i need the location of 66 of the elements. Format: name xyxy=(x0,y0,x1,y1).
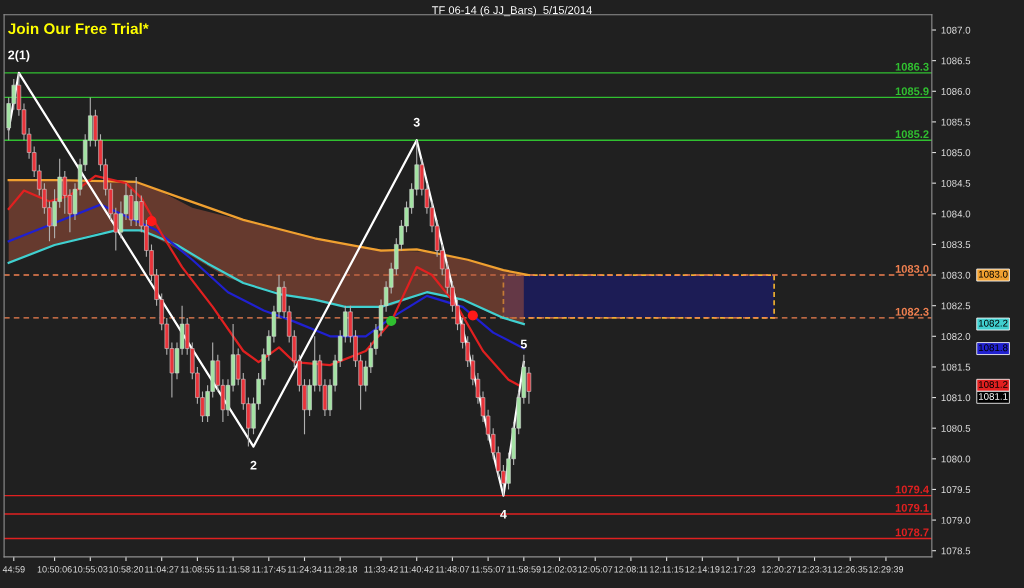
annotation: 3 xyxy=(413,117,420,127)
x-tick-label: 11:11:58 xyxy=(216,566,250,573)
ref-line-label: 1079.1 xyxy=(895,503,929,512)
x-tick-label: 12:08:11 xyxy=(614,566,648,573)
line-series xyxy=(7,71,525,497)
y-tick-label: 1083.5 xyxy=(941,241,971,249)
y-tick-label: 1085.5 xyxy=(941,118,971,126)
y-tick-label: 1079.5 xyxy=(941,486,971,494)
x-tick-label: 12:23:31 xyxy=(797,566,832,573)
x-tick-label: 11:58:59 xyxy=(507,566,541,573)
y-tick-label: 1086.5 xyxy=(941,57,971,65)
x-tick-label: 44:59 xyxy=(2,566,25,573)
text: 1081.2 xyxy=(978,381,1008,388)
y-tick-label: 1085.0 xyxy=(941,149,971,157)
annotation: 2(1) xyxy=(8,50,30,62)
text: 1082.2 xyxy=(978,319,1008,327)
line-series xyxy=(7,174,520,387)
text: 1083.0 xyxy=(978,270,1008,278)
x-tick-label: 11:55:07 xyxy=(471,566,505,573)
ref-line-label: 1083.0 xyxy=(895,264,929,273)
x-tick-label: 11:17:45 xyxy=(252,566,286,573)
y-tick-label: 1084.0 xyxy=(941,210,971,218)
x-tick-label: 11:24:34 xyxy=(287,566,322,573)
x-tick-label: 12:11:15 xyxy=(650,566,684,573)
ref-line-label: 1079.4 xyxy=(895,485,929,494)
text: 1081.8 xyxy=(978,344,1008,352)
x-tick-label: 11:33:42 xyxy=(364,566,398,573)
ref-line-label: 1085.2 xyxy=(895,130,929,139)
x-tick-label: 11:48:07 xyxy=(435,566,470,573)
y-tick-label: 1084.5 xyxy=(941,179,971,187)
line-series xyxy=(7,178,531,277)
annotation: 5 xyxy=(520,339,527,349)
y-tick-label: 1082.5 xyxy=(941,302,971,310)
y-tick-label: 1087.0 xyxy=(941,26,971,34)
x-tick-label: 11:40:42 xyxy=(400,566,434,573)
x-tick-label: 12:05:07 xyxy=(578,566,613,573)
annotation: 2 xyxy=(250,460,257,470)
y-tick-label: 1081.0 xyxy=(941,394,971,402)
text: 1081.1 xyxy=(978,393,1008,400)
ref-line-label: 1078.7 xyxy=(895,528,929,537)
x-tick-label: 11:28:18 xyxy=(323,566,358,573)
y-tick-label: 1081.5 xyxy=(941,363,971,371)
annotation: Join Our Free Trial* xyxy=(8,22,149,35)
y-tick-label: 1083.0 xyxy=(941,271,971,279)
y-tick-label: 1079.0 xyxy=(941,516,971,524)
x-tick-label: 12:20:27 xyxy=(761,566,796,573)
x-tick-label: 12:17:23 xyxy=(721,566,756,573)
x-tick-label: 10:55:03 xyxy=(73,566,108,573)
x-tick-label: 10:58:20 xyxy=(109,566,144,573)
ref-line-label: 1082.3 xyxy=(895,307,929,316)
x-tick-label: 10:50:06 xyxy=(37,566,72,573)
x-tick-label: 12:02:03 xyxy=(542,566,577,573)
x-tick-label: 12:14:19 xyxy=(685,566,720,573)
ref-line-label: 1085.9 xyxy=(895,87,929,96)
y-tick-label: 1086.0 xyxy=(941,88,971,95)
x-tick-label: 12:26:35 xyxy=(833,566,868,573)
y-tick-label: 1078.5 xyxy=(941,547,971,555)
line-series xyxy=(7,203,525,350)
chart-title: TF 06-14 (6 JJ_Bars) 5/15/2014 xyxy=(431,5,592,17)
y-tick-label: 1080.5 xyxy=(941,424,971,432)
x-tick-label: 11:08:55 xyxy=(180,566,215,573)
y-tick-label: 1082.0 xyxy=(941,333,971,340)
y-tick-label: 1080.0 xyxy=(941,455,971,463)
x-tick-label: 12:29:39 xyxy=(869,566,904,573)
x-tick-label: 11:04:27 xyxy=(145,566,179,573)
ref-line-label: 1086.3 xyxy=(895,62,929,71)
